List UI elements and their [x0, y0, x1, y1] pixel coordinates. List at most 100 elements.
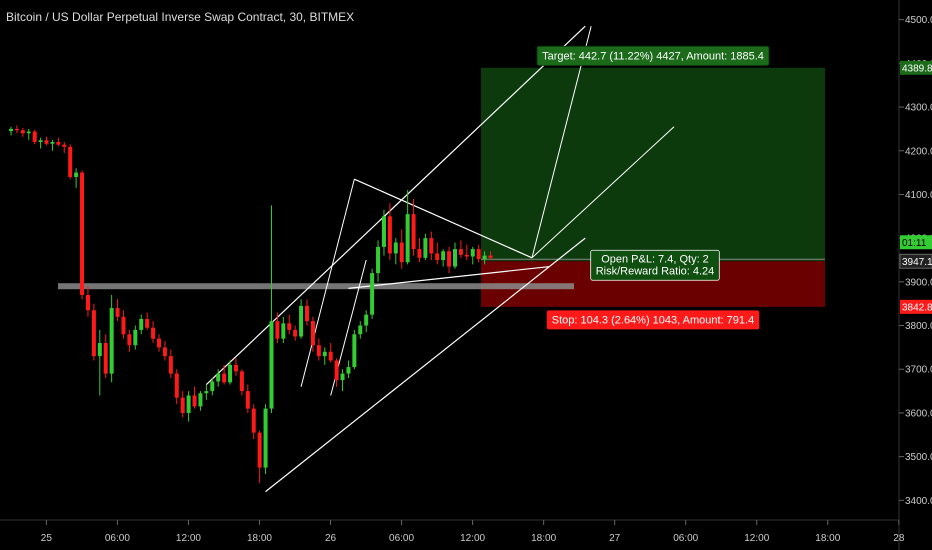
countdown-tag: 01:11: [900, 235, 932, 250]
candle-body: [216, 373, 221, 382]
candle-body: [381, 216, 386, 247]
candle-body: [97, 343, 102, 357]
candle-body: [109, 308, 114, 374]
time-axis[interactable]: 25 06:00 12:00 18:00 26 06:00 12:00 18:00 27 06:0…: [41, 520, 905, 544]
price-tick-label: 3500.0: [905, 452, 932, 463]
time-tick-label: 27: [609, 533, 621, 544]
chart-title: Bitcoin / US Dollar Perpetual Inverse Sw…: [6, 10, 354, 24]
candle-body: [488, 255, 493, 258]
candle-body: [151, 327, 156, 339]
time-tick-label: 18:00: [247, 533, 272, 544]
candle-body: [133, 329, 138, 346]
candle-body: [251, 408, 256, 433]
candle-body: [139, 318, 144, 330]
pnl-label: Open P&L: 7.4, Qty: 2: [601, 253, 709, 265]
candle-body: [210, 381, 215, 392]
candle-body: [233, 364, 238, 372]
time-tick-label: 12:00: [744, 533, 769, 544]
time-tick-label: 25: [41, 533, 53, 544]
target-label-box[interactable]: Target: 442.7 (11.22%) 4427, Amount: 188…: [536, 45, 770, 66]
candle-body: [328, 351, 333, 361]
candle-body: [204, 391, 209, 394]
current-price-tag: 3947.1: [899, 253, 932, 269]
pennant-top-line: [354, 178, 533, 259]
svg-text:01:11: 01:11: [902, 238, 927, 249]
candle-body: [245, 391, 250, 409]
svg-text:4389.8: 4389.8: [902, 63, 932, 74]
candle-body: [405, 214, 410, 263]
candle-body: [393, 242, 398, 254]
candle-body: [269, 321, 274, 409]
candle-body: [482, 255, 487, 260]
svg-text:3947.1: 3947.1: [902, 257, 932, 268]
price-tick-label: 4100.0: [905, 190, 932, 201]
candle-body: [74, 172, 79, 177]
candle-body: [62, 144, 67, 147]
candle-body: [186, 395, 191, 413]
candle-body: [257, 432, 262, 468]
stop-label: Stop: 104.3 (2.64%) 1043, Amount: 791.4: [552, 314, 754, 326]
candle-body: [387, 216, 392, 254]
target-zone[interactable]: [481, 67, 825, 262]
candle-body: [417, 249, 422, 258]
candle-body: [198, 393, 203, 407]
time-tick-label: 06:00: [389, 533, 414, 544]
candle-body: [293, 329, 298, 337]
time-tick-label: 18:00: [815, 533, 840, 544]
support-band[interactable]: [58, 283, 574, 290]
candle-body: [85, 294, 90, 311]
channel-lower-line: [265, 237, 586, 493]
price-tick-label: 4500.0: [905, 15, 932, 26]
candle-body: [222, 373, 227, 383]
price-tick-label: 4300.0: [905, 103, 932, 114]
candle-body: [435, 253, 440, 260]
candle-body: [340, 373, 345, 381]
candle-body: [145, 318, 150, 328]
candle-body: [162, 347, 167, 357]
candle-body: [103, 343, 108, 374]
candle-body: [14, 128, 19, 131]
time-tick-label: 28: [893, 533, 905, 544]
candle-body: [458, 249, 463, 255]
candle-body: [168, 356, 173, 374]
candlestick-series: [9, 125, 493, 483]
candle-body: [441, 251, 446, 260]
candle-body: [9, 128, 13, 132]
stop-price-tag: 3842.8: [900, 299, 932, 314]
candle-body: [322, 351, 327, 357]
candle-body: [281, 323, 286, 339]
candle-body: [376, 246, 381, 274]
candle-body: [26, 131, 31, 134]
candle-body: [316, 345, 321, 357]
candle-body: [358, 325, 363, 335]
candle-body: [38, 140, 43, 143]
price-tick-label: 3400.0: [905, 496, 932, 507]
risk-reward-label: Risk/Reward Ratio: 4.24: [596, 265, 715, 277]
candle-body: [299, 305, 304, 337]
candle-body: [411, 214, 416, 250]
candle-body: [157, 338, 161, 348]
candle-body: [91, 310, 96, 357]
candle-body: [364, 314, 369, 326]
candle-body: [50, 142, 55, 144]
candle-body: [115, 308, 120, 317]
candle-body: [68, 146, 73, 177]
candle-body: [180, 397, 185, 413]
candle-body: [174, 373, 179, 398]
pnl-label-box[interactable]: Open P&L: 7.4, Qty: 2 Risk/Reward Ratio:…: [590, 249, 720, 281]
candle-body: [470, 249, 475, 257]
svg-text:3842.8: 3842.8: [902, 302, 932, 313]
stop-label-box[interactable]: Stop: 104.3 (2.64%) 1043, Amount: 791.4: [546, 310, 760, 330]
time-tick-label: 12:00: [460, 533, 485, 544]
candle-body: [447, 251, 452, 267]
time-tick-label: 06:00: [105, 533, 130, 544]
time-tick-label: 06:00: [673, 533, 698, 544]
candle-body: [127, 334, 132, 346]
price-tick-label: 3800.0: [905, 321, 932, 332]
price-tick-label: 3700.0: [905, 365, 932, 376]
candle-body: [121, 316, 126, 335]
candle-body: [399, 242, 404, 263]
candle-body: [429, 238, 434, 254]
candle-body: [464, 254, 469, 257]
